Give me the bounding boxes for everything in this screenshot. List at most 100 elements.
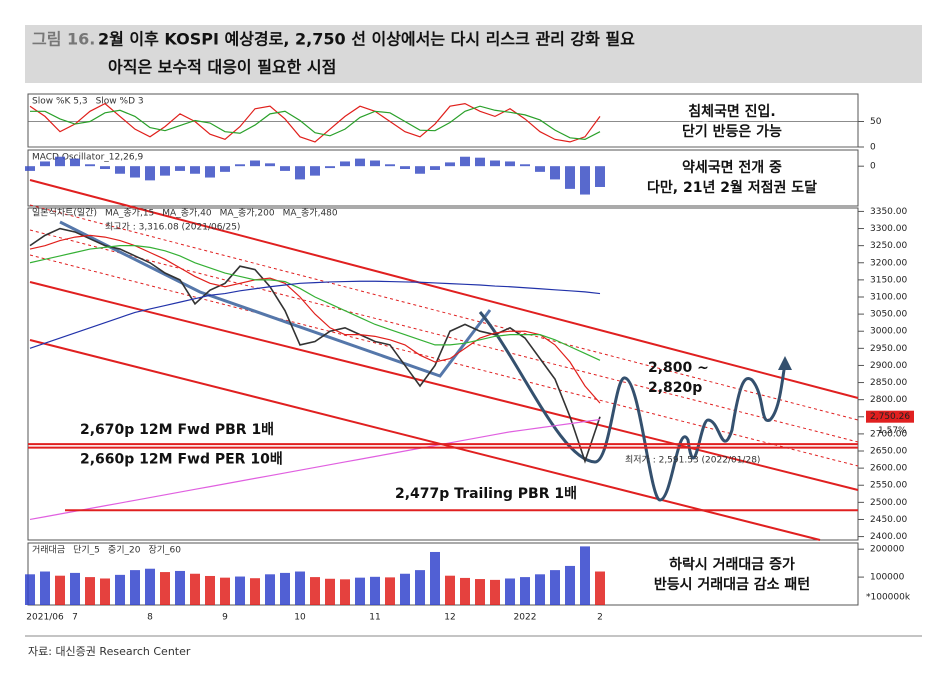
bar bbox=[100, 166, 110, 170]
legend-entry: 중기_20 bbox=[108, 545, 141, 556]
series-line bbox=[29, 418, 601, 521]
bar bbox=[310, 166, 320, 176]
bar bbox=[115, 574, 125, 605]
series-line bbox=[29, 227, 601, 464]
bar bbox=[175, 570, 185, 605]
y-tick-label: 2900.00 bbox=[870, 361, 907, 371]
bar bbox=[520, 577, 530, 605]
legend-entry: MA_종가,480 bbox=[283, 208, 338, 219]
bar bbox=[130, 570, 140, 605]
title: 2월 이후 KOSPI 예상경로, 2,750 선 이상에서는 다시 리스크 관… bbox=[98, 30, 635, 49]
y-tick-label: 100000 bbox=[870, 573, 905, 583]
bar bbox=[280, 572, 290, 605]
subtitle: 아직은 보수적 대응이 필요한 시점 bbox=[108, 58, 336, 77]
bar bbox=[55, 156, 65, 167]
last-value: 2,750.26 bbox=[870, 412, 910, 422]
legend-entry: 거래대금 bbox=[32, 545, 65, 556]
y-tick-label: 0 bbox=[870, 162, 876, 172]
legend-entry: 장기_60 bbox=[148, 545, 181, 556]
legend-entry: MA_종가,15 bbox=[105, 208, 154, 219]
bar bbox=[325, 166, 335, 169]
bar bbox=[220, 166, 230, 172]
bar bbox=[445, 575, 455, 605]
bar bbox=[235, 576, 245, 605]
bar bbox=[565, 166, 575, 189]
legend-entry: MACD Oscillator_12,26,9 bbox=[32, 153, 143, 163]
bar bbox=[445, 162, 455, 167]
bar bbox=[40, 161, 50, 167]
x-tick-label: 7 bbox=[72, 613, 78, 623]
bar bbox=[85, 577, 95, 605]
y-tick-label: 2600.00 bbox=[870, 464, 907, 474]
last-value-box bbox=[866, 410, 914, 423]
y-tick-label: 3250.00 bbox=[870, 241, 907, 251]
bar bbox=[40, 571, 50, 605]
level-label: 2,660p 12M Fwd PER 10배 bbox=[80, 452, 283, 468]
bar bbox=[85, 164, 95, 167]
bar bbox=[220, 577, 230, 605]
bar bbox=[160, 572, 170, 605]
series-line bbox=[29, 245, 601, 361]
x-tick-label: 10 bbox=[294, 613, 306, 623]
bar bbox=[205, 575, 215, 605]
bar bbox=[460, 577, 470, 605]
bar bbox=[190, 166, 200, 174]
bar bbox=[430, 166, 440, 170]
note: 단기 반등은 가능 bbox=[682, 123, 782, 140]
bar bbox=[145, 568, 155, 605]
series-line bbox=[29, 280, 601, 349]
bar bbox=[565, 565, 575, 605]
bar bbox=[295, 571, 305, 605]
bar bbox=[400, 573, 410, 605]
y-tick-label: 3000.00 bbox=[870, 327, 907, 337]
level-label: 2,477p Trailing PBR 1배 bbox=[395, 486, 577, 502]
x-tick-label: 8 bbox=[147, 613, 153, 623]
bar bbox=[505, 161, 515, 167]
bar bbox=[490, 160, 500, 167]
bar bbox=[535, 166, 545, 172]
legend-entry: Slow %D 3 bbox=[96, 97, 144, 107]
x-tick-label: 2021/06 bbox=[26, 613, 64, 623]
target-label: 2,800 ~ bbox=[648, 360, 709, 376]
y-tick-label: 2850.00 bbox=[870, 378, 907, 388]
bar bbox=[295, 166, 305, 180]
bar bbox=[355, 577, 365, 605]
note: 반등시 거래대금 감소 패턴 bbox=[654, 576, 810, 593]
legend-entry: 단기_5 bbox=[73, 545, 100, 556]
bar bbox=[595, 166, 605, 187]
y-tick-label: 2400.00 bbox=[870, 532, 907, 542]
bar bbox=[355, 158, 365, 167]
bar bbox=[160, 166, 170, 176]
x-tick-label: 2 bbox=[597, 613, 603, 623]
y-tick-label: 3150.00 bbox=[870, 275, 907, 285]
bar bbox=[145, 166, 155, 181]
y-tick-label: 3200.00 bbox=[870, 258, 907, 268]
level-label: 2,670p 12M Fwd PBR 1배 bbox=[80, 422, 274, 438]
bar bbox=[130, 166, 140, 178]
y-tick-label: 3300.00 bbox=[870, 224, 907, 234]
bar bbox=[580, 546, 590, 605]
legend-entry: MA_종가,200 bbox=[220, 208, 275, 219]
note: 하락시 거래대금 증가 bbox=[669, 556, 795, 573]
bar bbox=[535, 574, 545, 605]
bar bbox=[70, 572, 80, 605]
bar bbox=[550, 166, 560, 180]
bar bbox=[430, 551, 440, 605]
legend-entry: MA_종가,40 bbox=[162, 208, 212, 219]
legend-entry: Slow %K 5,3 bbox=[32, 97, 88, 107]
forecast-path bbox=[478, 311, 787, 502]
y-tick-label: 2950.00 bbox=[870, 344, 907, 354]
bar bbox=[580, 166, 590, 195]
y-tick-label: 200000 bbox=[870, 545, 905, 555]
bar bbox=[385, 164, 395, 167]
bar bbox=[25, 166, 35, 171]
bar bbox=[550, 570, 560, 605]
y-tick-label: 2800.00 bbox=[870, 395, 907, 405]
bar bbox=[475, 157, 485, 167]
bar bbox=[265, 574, 275, 605]
bar bbox=[25, 574, 35, 605]
bar bbox=[385, 577, 395, 605]
y-tick-label: 2450.00 bbox=[870, 515, 907, 525]
y-tick-label: 2550.00 bbox=[870, 481, 907, 491]
